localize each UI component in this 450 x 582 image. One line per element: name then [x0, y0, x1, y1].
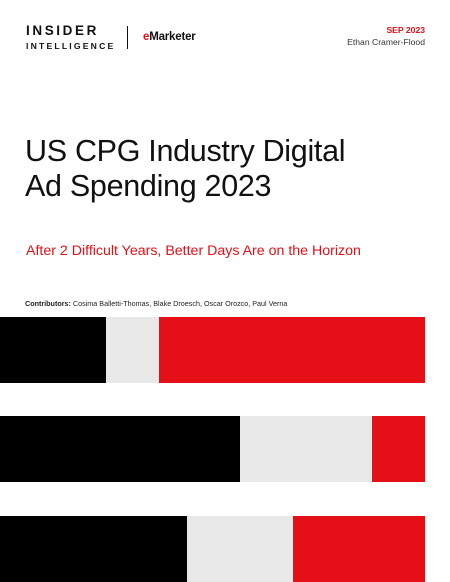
decorative-bar-3-gray	[187, 516, 294, 582]
decorative-bar-1-gray	[106, 317, 160, 383]
decorative-bar-1-red	[159, 317, 425, 383]
contributors-line: Contributors: Cosima Balletti-Thomas, Bl…	[25, 299, 287, 308]
report-title-line-1: US CPG Industry Digital	[25, 134, 346, 168]
emarketer-logo: eMarketer	[143, 31, 196, 43]
insider-intelligence-logo: INSIDER INTELLIGENCE	[26, 24, 115, 50]
decorative-bar-2-red	[371, 416, 425, 482]
decorative-bar-1-black	[0, 317, 107, 383]
contributors-label: Contributors:	[25, 299, 71, 308]
logo-divider	[127, 26, 128, 49]
decorative-bar-3-black	[0, 516, 187, 582]
report-title: US CPG Industry Digital Ad Spending 2023	[25, 134, 435, 204]
decorative-bar-2-black	[0, 416, 241, 482]
decorative-bar-2	[0, 416, 425, 482]
contributors-names: Cosima Balletti-Thomas, Blake Droesch, O…	[72, 299, 288, 308]
logo-line-intelligence: INTELLIGENCE	[26, 40, 116, 51]
emarketer-logo-e: e	[143, 31, 150, 43]
decorative-bar-1	[0, 317, 425, 383]
report-subtitle: After 2 Difficult Years, Better Days Are…	[26, 243, 361, 259]
decorative-bar-2-gray	[240, 416, 372, 482]
decorative-bar-3	[0, 516, 425, 582]
report-title-line-2: Ad Spending 2023	[25, 169, 272, 203]
report-date: SEP 2023	[386, 25, 425, 35]
emarketer-logo-text: Marketer	[149, 31, 196, 43]
logo-line-insider: INSIDER	[26, 23, 99, 38]
decorative-bar-3-red	[293, 516, 425, 582]
report-author: Ethan Cramer-Flood	[347, 37, 425, 47]
